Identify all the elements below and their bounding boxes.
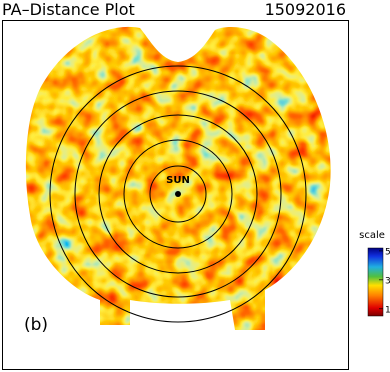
colorbar-tick-label: 5 (385, 247, 390, 257)
date: 15092016 (265, 0, 346, 19)
circle (149, 165, 207, 223)
distance-circles (49, 65, 307, 323)
frame (2, 20, 349, 370)
sun-label: SUN (166, 175, 190, 186)
circle (49, 65, 307, 323)
colorbar-label: scale (359, 230, 385, 241)
circle (123, 139, 233, 249)
circle (74, 90, 282, 298)
colorbar-tick-label: 3 (385, 276, 390, 286)
panel-label: (b) (24, 315, 48, 335)
circle (98, 114, 258, 274)
colorbar-tick-label: 1 (385, 305, 390, 315)
sun-dot (175, 191, 181, 197)
colorbar (367, 247, 384, 317)
title: PA–Distance Plot (2, 0, 135, 19)
